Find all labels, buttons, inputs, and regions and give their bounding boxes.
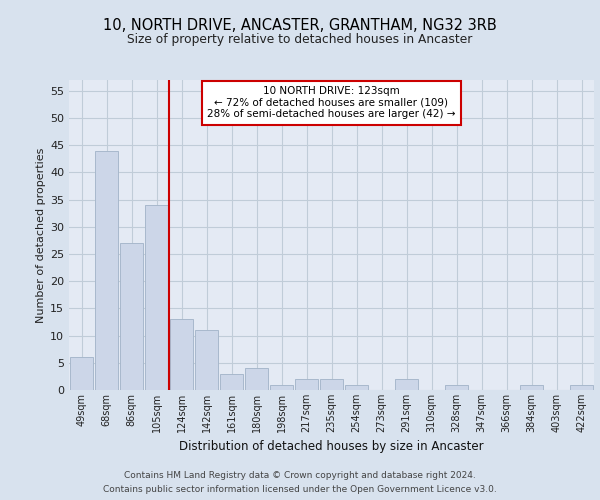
Bar xyxy=(269,384,293,390)
Text: 10, NORTH DRIVE, ANCASTER, GRANTHAM, NG32 3RB: 10, NORTH DRIVE, ANCASTER, GRANTHAM, NG3… xyxy=(103,18,497,32)
Bar xyxy=(445,384,469,390)
Bar xyxy=(194,330,218,390)
Text: 10 NORTH DRIVE: 123sqm
← 72% of detached houses are smaller (109)
28% of semi-de: 10 NORTH DRIVE: 123sqm ← 72% of detached… xyxy=(207,86,456,120)
X-axis label: Distribution of detached houses by size in Ancaster: Distribution of detached houses by size … xyxy=(179,440,484,454)
Bar xyxy=(119,243,143,390)
Bar xyxy=(344,384,368,390)
Text: Size of property relative to detached houses in Ancaster: Size of property relative to detached ho… xyxy=(127,32,473,46)
Bar xyxy=(295,379,319,390)
Bar xyxy=(220,374,244,390)
Bar xyxy=(569,384,593,390)
Bar xyxy=(245,368,268,390)
Bar xyxy=(170,320,193,390)
Bar xyxy=(70,358,94,390)
Bar xyxy=(95,150,118,390)
Bar xyxy=(320,379,343,390)
Text: Contains HM Land Registry data © Crown copyright and database right 2024.: Contains HM Land Registry data © Crown c… xyxy=(124,472,476,480)
Bar xyxy=(145,205,169,390)
Text: Contains public sector information licensed under the Open Government Licence v3: Contains public sector information licen… xyxy=(103,484,497,494)
Bar xyxy=(395,379,418,390)
Y-axis label: Number of detached properties: Number of detached properties xyxy=(36,148,46,322)
Bar xyxy=(520,384,544,390)
